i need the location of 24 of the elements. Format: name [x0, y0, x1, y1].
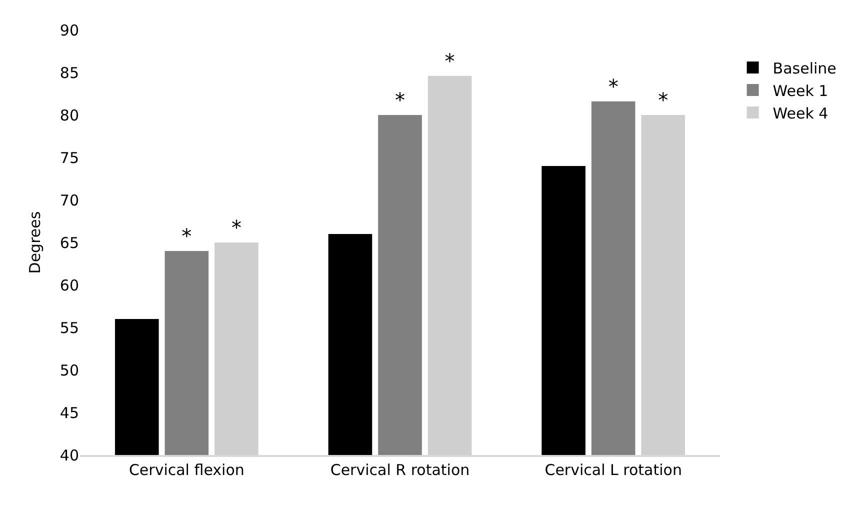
data-label: * — [182, 224, 192, 248]
data-label: * — [658, 88, 668, 112]
y-tick-label: 60 — [60, 276, 79, 294]
y-tick-label: 65 — [60, 234, 79, 252]
legend-label: Week 4 — [772, 104, 828, 122]
y-axis-title: Degrees — [26, 211, 44, 274]
y-tick-label: 50 — [60, 361, 79, 380]
data-label: * — [608, 74, 618, 98]
legend-label: Week 1 — [772, 82, 828, 100]
y-tick-label: 80 — [60, 106, 79, 124]
y-tick-label: 85 — [60, 64, 79, 82]
y-tick-label: 70 — [60, 191, 79, 210]
data-label: * — [231, 216, 242, 240]
data-label: * — [395, 88, 405, 112]
data-label: * — [444, 48, 455, 73]
y-tick-label: 45 — [60, 404, 79, 422]
legend-label: Baseline — [772, 59, 836, 78]
y-tick-label: 55 — [60, 318, 79, 337]
y-tick-label: 75 — [60, 148, 79, 167]
x-tick-label: Cervical flexion — [128, 461, 244, 479]
x-tick-label: Cervical R rotation — [330, 461, 470, 479]
x-tick-label: Cervical L rotation — [544, 461, 682, 479]
y-tick-label: 90 — [60, 21, 79, 40]
y-tick-label: 40 — [60, 446, 79, 464]
